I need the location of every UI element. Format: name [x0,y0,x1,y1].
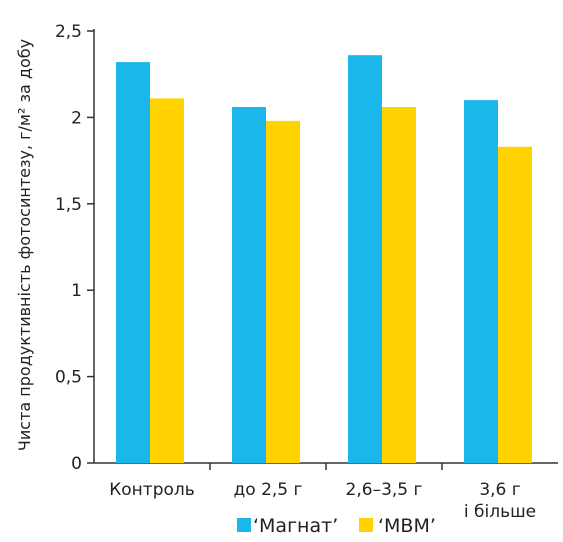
legend-swatch [237,518,251,532]
y-tick-label: 1 [71,281,82,301]
bars [116,55,532,464]
bar [266,120,300,463]
bar [348,55,382,463]
bar [382,107,416,464]
y-tick-label: 0 [71,454,82,474]
y-axis-label: Чиста продуктивність фотосинтезу, г/м² з… [15,39,34,451]
bar [464,100,498,464]
bar [116,62,150,463]
bar [232,107,266,464]
bar [498,146,532,463]
category-label: 2,6–3,5 г [346,480,423,500]
y-tick-label: 2 [71,108,82,128]
category-label: до 2,5 г [234,480,303,500]
y-tick-label: 2,5 [55,22,82,42]
legend: ‘Магнат’ ‘МВМ’ [237,515,436,537]
bar [150,98,184,463]
y-tick-label: 0,5 [55,368,82,388]
category-label: і більше [464,502,536,522]
category-label: Контроль [109,480,195,500]
category-label: 3,6 г [479,480,520,500]
y-tick-label: 1,5 [55,195,82,215]
category-labels: Контроль до 2,5 г 2,6–3,5 г 3,6 гі більше [109,480,536,522]
legend-swatch [359,518,373,532]
legend-label: ‘Магнат’ [253,515,338,537]
legend-label: ‘МВМ’ [378,515,436,537]
